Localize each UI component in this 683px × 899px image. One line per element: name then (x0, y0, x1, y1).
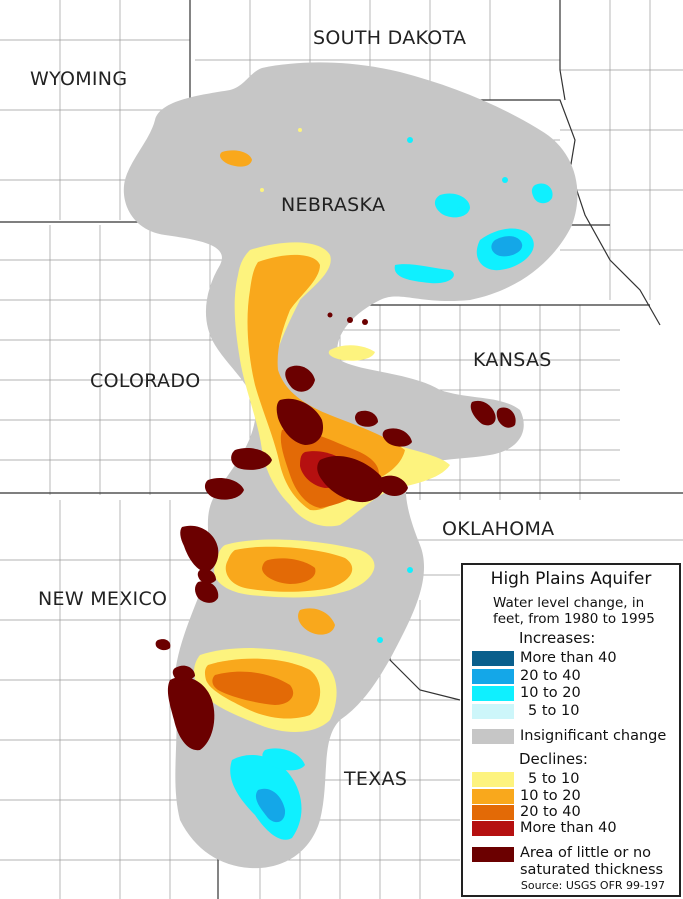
legend-label: More than 40 (520, 649, 617, 666)
increase-areas (230, 183, 553, 840)
label-kansas: KANSAS (473, 349, 552, 371)
legend-label: 20 to 40 (520, 667, 581, 684)
legend-item-decline-3: 20 to 40 (472, 804, 581, 820)
legend-item-increase-1: More than 40 (472, 650, 617, 666)
legend-swatch (472, 650, 514, 666)
label-wyoming: WYOMING (30, 68, 127, 90)
legend-item-decline-2: 10 to 20 (472, 788, 581, 804)
legend-label-line-1: Area of little or no (520, 845, 652, 861)
legend-label: Insignificant change (520, 727, 667, 744)
legend-item-increase-2: 20 to 40 (472, 668, 581, 684)
legend-label: Area of little or no saturated thickness (520, 845, 663, 879)
state-labels: WYOMING SOUTH DAKOTA NEBRASKA KANSAS COL… (30, 27, 554, 790)
legend-declines-heading: Declines: (519, 750, 588, 768)
legend-item-decline-1: 5 to 10 (472, 771, 579, 787)
legend-swatch (472, 685, 514, 701)
legend-source: Source: USGS OFR 99-197 (520, 879, 665, 892)
legend-swatch (472, 728, 514, 744)
legend-swatch (472, 668, 514, 684)
legend-swatch (472, 771, 514, 787)
legend-item-insignificant: Insignificant change (472, 728, 666, 744)
legend-swatch (472, 703, 514, 719)
legend-item-increase-3: 10 to 20 (472, 685, 581, 701)
legend-label: 20 to 40 (520, 803, 581, 820)
label-nebraska: NEBRASKA (281, 194, 385, 216)
scattered-change-spots (260, 128, 508, 643)
legend-subtitle: Water level change, in feet, from 1980 t… (493, 595, 655, 627)
legend-label: More than 40 (520, 819, 617, 836)
label-south-dakota: SOUTH DAKOTA (313, 27, 466, 49)
legend-swatch (472, 820, 514, 836)
legend-item-increase-4: 5 to 10 (472, 703, 579, 719)
legend-title: High Plains Aquifer (490, 569, 652, 589)
legend-increases-heading: Increases: (519, 629, 596, 647)
legend-label-line-2: saturated thickness (520, 862, 664, 878)
legend-item-no-saturated: Area of little or no saturated thickness (472, 845, 663, 879)
legend-label: 10 to 20 (520, 684, 581, 701)
legend-item-decline-4: More than 40 (472, 820, 617, 836)
decline-areas (194, 150, 450, 732)
no-saturated-thickness-areas (155, 365, 516, 751)
label-new-mexico: NEW MEXICO (38, 588, 167, 610)
label-colorado: COLORADO (90, 370, 201, 392)
label-oklahoma: OKLAHOMA (442, 518, 554, 540)
legend-swatch (472, 847, 514, 862)
legend-label: 10 to 20 (520, 787, 581, 804)
legend-swatch (472, 788, 514, 804)
legend-label: 5 to 10 (528, 770, 580, 787)
label-texas: TEXAS (343, 768, 407, 790)
legend-label: 5 to 10 (528, 702, 580, 719)
map-legend: High Plains Aquifer Water level change, … (461, 563, 681, 897)
legend-swatch (472, 804, 514, 820)
